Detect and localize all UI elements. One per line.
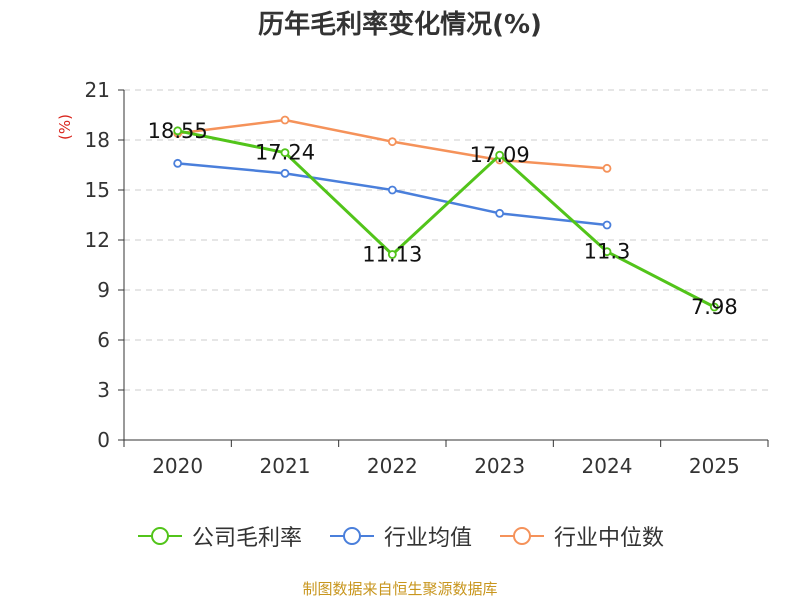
data-label-2025: 7.98 [691, 295, 738, 319]
data-label-2023: 17.09 [470, 143, 530, 167]
y-axis-label: (%) [56, 114, 74, 140]
point-series1-2021 [280, 168, 290, 178]
point-series1-2020 [173, 158, 183, 168]
legend-marker-industry-mean [329, 527, 374, 545]
data-label-2020: 18.55 [148, 119, 208, 143]
y-tick-label-0: 0 [97, 428, 110, 452]
point-series0-2025 [709, 302, 719, 312]
point-series0-2020 [173, 126, 183, 136]
point-series0-2023 [495, 150, 505, 160]
chart-title: 历年毛利率变化情况(%) [258, 10, 542, 40]
point-series1-2022 [387, 185, 397, 195]
legend-item-company[interactable]: 公司毛利率 [136, 520, 302, 552]
legend-item-industry-mean[interactable]: 行业均值 [328, 520, 472, 552]
legend-label-industry-mean: 行业均值 [383, 526, 472, 551]
legend: 公司毛利率 行业均值 行业中位数 [0, 518, 800, 554]
x-tick-label-2022: 2022 [367, 454, 418, 478]
y-tick-label-12: 12 [85, 228, 110, 252]
point-series0-2022 [387, 250, 397, 259]
y-tick-label-6: 6 [97, 328, 110, 352]
x-tick-label-2024: 2024 [582, 454, 633, 478]
x-tick-label-2021: 2021 [260, 454, 311, 478]
legend-item-industry-median[interactable]: 行业中位数 [498, 520, 664, 552]
point-series2-2021 [280, 115, 290, 125]
source-note: 制图数据来自恒生聚源数据库 [302, 580, 498, 598]
legend-label-company: 公司毛利率 [191, 526, 302, 551]
y-tick-label-9: 9 [97, 278, 110, 302]
x-tick-label-2023: 2023 [474, 454, 525, 478]
series-line-0 [177, 129, 716, 309]
point-series2-2024 [602, 163, 612, 173]
legend-marker-company [137, 527, 182, 545]
y-tick-label-21: 21 [85, 78, 110, 102]
data-label-2022: 11.13 [362, 243, 422, 267]
data-label-2024: 11.3 [584, 240, 631, 264]
legend-marker-industry-median [500, 527, 544, 545]
legend-label-industry-median: 行业中位数 [554, 526, 665, 551]
x-tick-label-2020: 2020 [152, 454, 203, 478]
y-tick-label-15: 15 [85, 178, 110, 202]
x-tick-label-2025: 2025 [689, 454, 740, 478]
point-series2-2022 [387, 137, 397, 147]
point-series0-2021 [280, 148, 290, 158]
point-series0-2024 [602, 247, 612, 257]
data-label-2021: 17.24 [255, 141, 315, 165]
point-series1-2023 [495, 208, 505, 218]
point-series1-2024 [602, 220, 612, 230]
y-tick-label-3: 3 [97, 378, 110, 402]
y-tick-label-18: 18 [85, 128, 110, 152]
